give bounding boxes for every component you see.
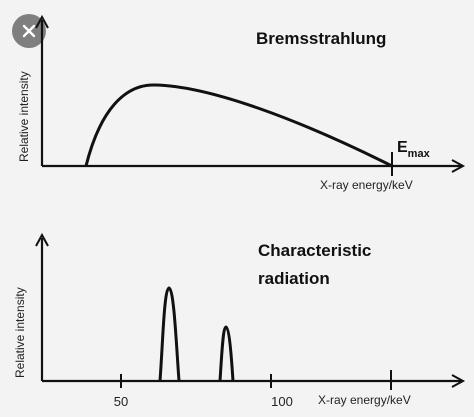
top-panel: Bremsstrahlung Relative intensity X-ray … [17,14,466,192]
bottom-title-line1: Characteristic [258,241,371,260]
emax-main: E [397,139,408,156]
bottom-panel: Characteristic radiation Relative intens… [13,232,466,409]
top-x-label: X-ray energy/keV [320,178,413,192]
emax-label: Emax [397,139,431,160]
top-x-axis-arrow [451,159,466,173]
close-icon [22,24,36,38]
characteristic-peak-1 [158,286,181,382]
bottom-y-axis-arrow [35,232,49,247]
top-y-label: Relative intensity [17,71,31,162]
bottom-y-label: Relative intensity [13,287,27,378]
bremsstrahlung-curve [84,83,393,168]
top-title: Bremsstrahlung [256,29,386,48]
bottom-x-axis-arrow [451,374,466,388]
bottom-x-label: X-ray energy/keV [318,393,411,407]
bottom-title-line2: radiation [258,269,330,288]
top-y-axis-arrow [35,14,49,29]
tick-label-100: 100 [271,394,293,409]
characteristic-peak-2 [218,325,235,382]
emax-sub: max [408,148,431,160]
tick-label-50: 50 [114,394,128,409]
